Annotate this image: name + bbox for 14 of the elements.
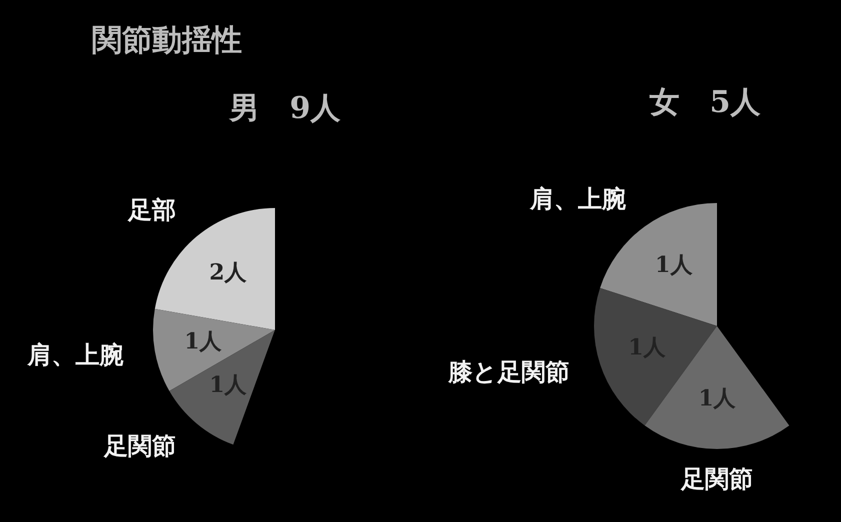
data-label: 1人 — [654, 252, 694, 278]
chart-title: 関節動揺性 — [92, 22, 242, 58]
slice-label: 足部 — [127, 195, 176, 224]
slice-label: 足関節 — [103, 431, 176, 460]
data-label: 1人 — [209, 372, 248, 398]
slice-label: 肩、上腕 — [528, 184, 626, 213]
slice-label: 足関節 — [680, 464, 753, 494]
data-label: 1人 — [698, 386, 737, 412]
slice-label: 肩、上腕 — [26, 340, 124, 369]
chart-title: 女 5人 — [648, 84, 762, 120]
slice-label: 膝と足関節 — [448, 357, 570, 386]
chart-subtitle: 男 9人 — [228, 90, 342, 126]
data-label: 2人 — [209, 260, 248, 286]
data-label: 1人 — [184, 328, 223, 354]
